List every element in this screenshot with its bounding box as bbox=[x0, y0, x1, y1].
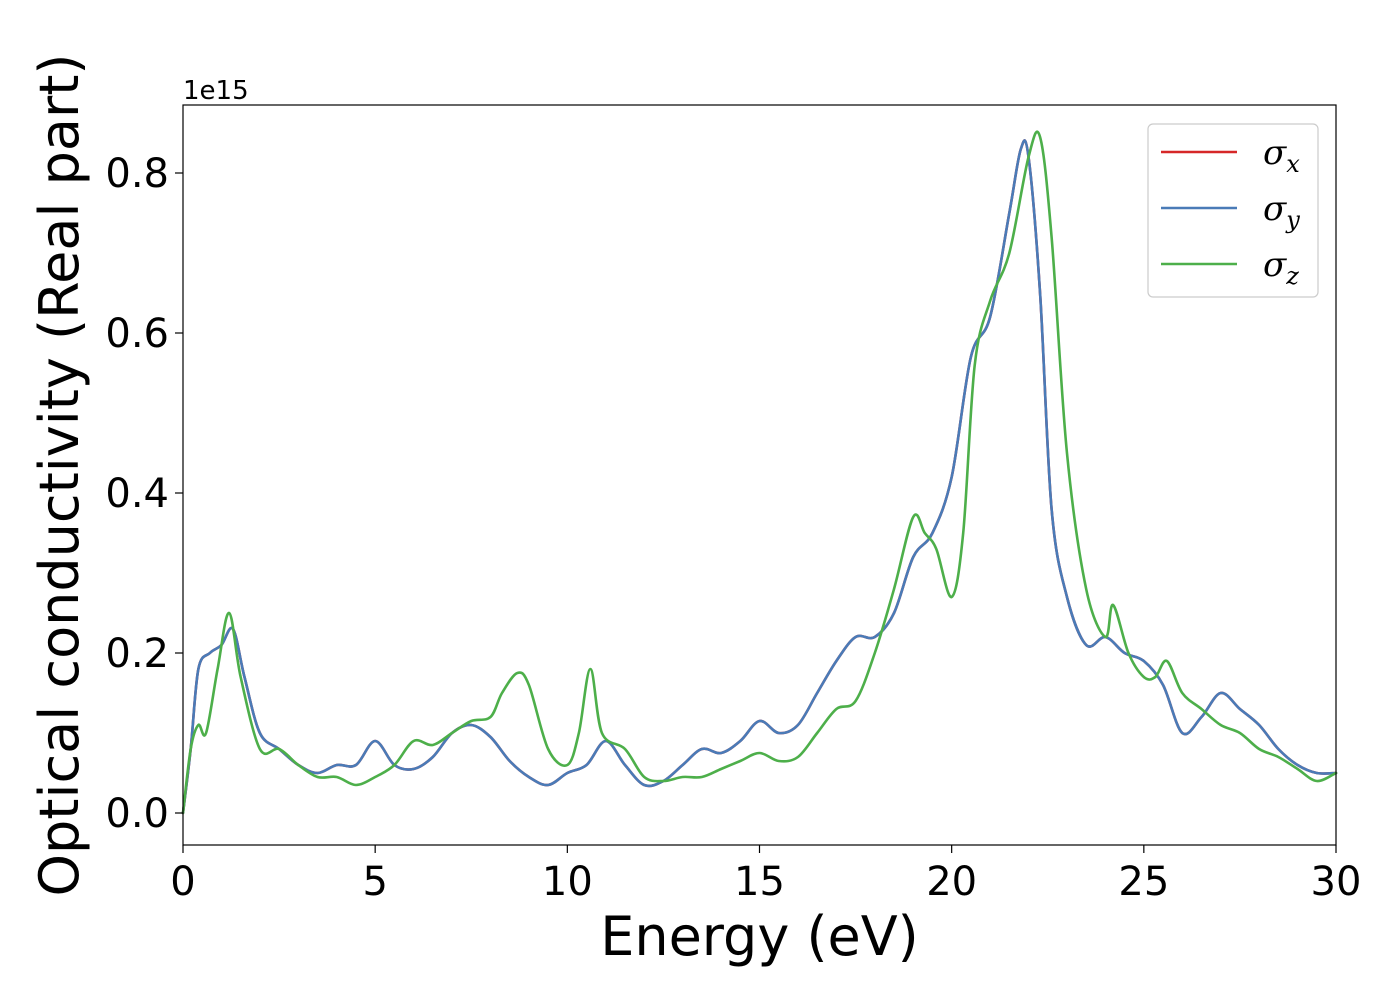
x-tick-label: 20 bbox=[926, 859, 977, 905]
y-axis-title: Optical conductivity (Real part) bbox=[28, 54, 91, 897]
y-axis: 0.0 0.2 0.4 0.6 0.8 bbox=[105, 151, 183, 837]
x-tick-label: 10 bbox=[542, 859, 593, 905]
y-tick-label: 0.0 bbox=[105, 791, 169, 837]
y-tick-label: 0.4 bbox=[105, 471, 169, 517]
series-line-y bbox=[181, 139, 1338, 815]
x-axis: 0 5 10 15 20 25 30 bbox=[170, 845, 1361, 905]
y-tick-label: 0.6 bbox=[105, 311, 169, 357]
series-line-z bbox=[181, 130, 1338, 815]
x-tick-label: 0 bbox=[170, 859, 195, 905]
y-tick-label: 0.8 bbox=[105, 151, 169, 197]
y-tick-label: 0.2 bbox=[105, 631, 169, 677]
series-layer bbox=[181, 130, 1338, 815]
x-tick-label: 30 bbox=[1311, 859, 1362, 905]
x-axis-title: Energy (eV) bbox=[600, 905, 919, 968]
legend-box bbox=[1147, 123, 1319, 298]
y-offset-text: 1e15 bbox=[183, 76, 249, 106]
x-tick-label: 25 bbox=[1118, 859, 1169, 905]
x-tick-label: 5 bbox=[362, 859, 387, 905]
x-tick-label: 15 bbox=[734, 859, 785, 905]
